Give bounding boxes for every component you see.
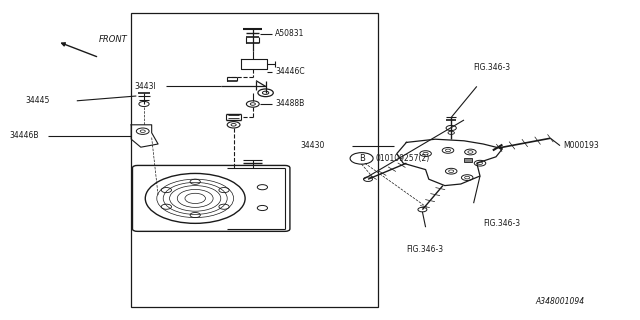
Text: 34488B: 34488B — [275, 100, 305, 108]
Text: 34446C: 34446C — [275, 68, 305, 76]
Text: 34430: 34430 — [301, 141, 325, 150]
Text: 010109257(2): 010109257(2) — [376, 154, 430, 163]
Text: FIG.346-3: FIG.346-3 — [474, 63, 511, 72]
Text: A348001094: A348001094 — [536, 297, 584, 306]
Text: FIG.346-3: FIG.346-3 — [483, 220, 520, 228]
Text: A50831: A50831 — [275, 29, 305, 38]
Text: 34445: 34445 — [26, 96, 50, 105]
Text: FIG.346-3: FIG.346-3 — [406, 245, 444, 254]
Text: M000193: M000193 — [563, 141, 599, 150]
Text: B: B — [358, 154, 365, 163]
Text: 34446B: 34446B — [10, 132, 39, 140]
Text: 3443I: 3443I — [134, 82, 156, 91]
Bar — [131, 13, 378, 307]
Bar — [464, 158, 472, 162]
Text: FRONT: FRONT — [99, 36, 128, 44]
